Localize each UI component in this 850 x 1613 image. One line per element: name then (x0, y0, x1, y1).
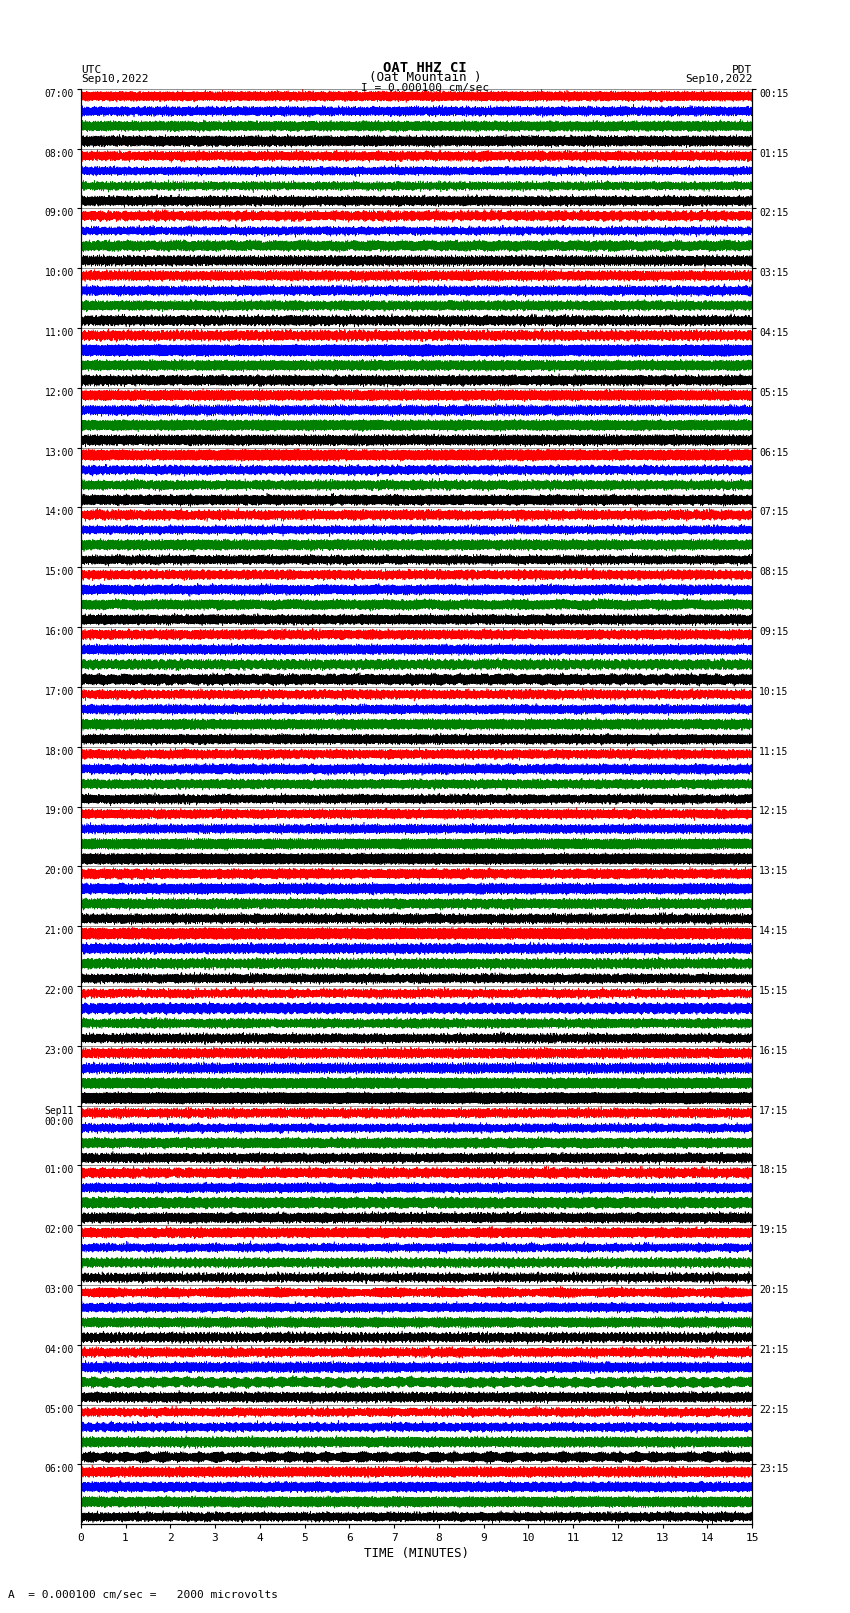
Text: PDT: PDT (732, 65, 752, 76)
X-axis label: TIME (MINUTES): TIME (MINUTES) (364, 1547, 469, 1560)
Text: I = 0.000100 cm/sec: I = 0.000100 cm/sec (361, 82, 489, 92)
Text: Sep10,2022: Sep10,2022 (81, 74, 148, 84)
Text: (Oat Mountain ): (Oat Mountain ) (369, 71, 481, 84)
Text: UTC: UTC (81, 65, 101, 76)
Text: OAT HHZ CI: OAT HHZ CI (383, 61, 467, 76)
Text: A  = 0.000100 cm/sec =   2000 microvolts: A = 0.000100 cm/sec = 2000 microvolts (8, 1590, 279, 1600)
Text: Sep10,2022: Sep10,2022 (685, 74, 752, 84)
